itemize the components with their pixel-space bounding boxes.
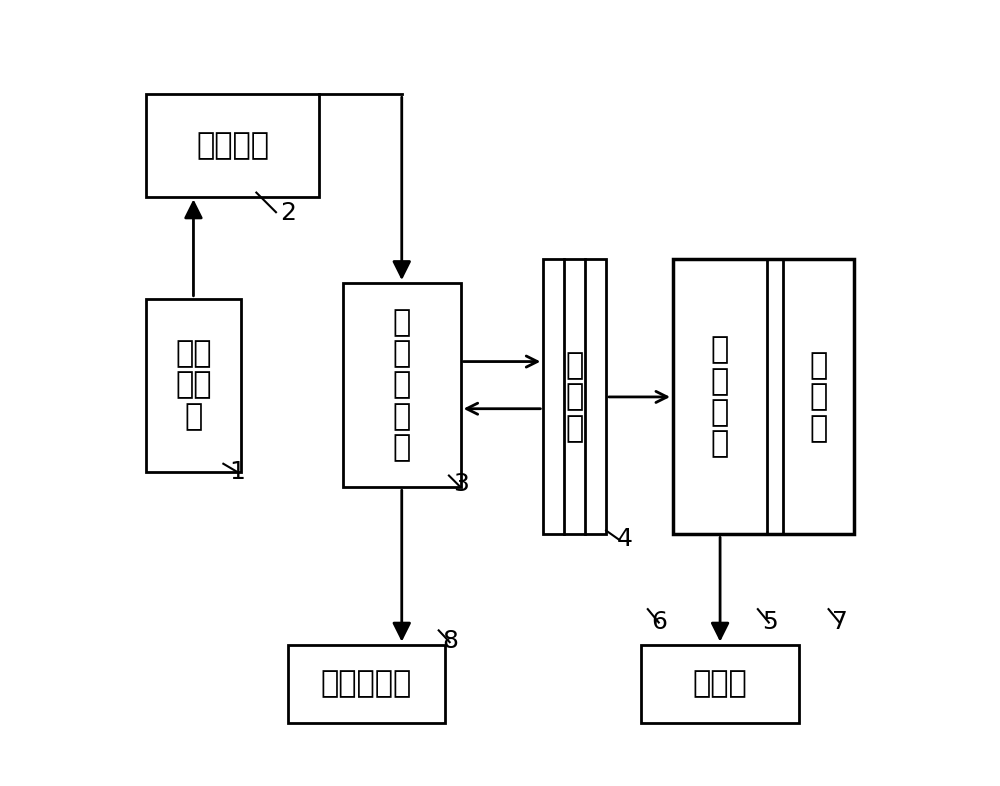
FancyBboxPatch shape [543,259,606,534]
Text: 蓄电池: 蓄电池 [693,670,747,698]
Text: 7: 7 [832,610,848,634]
Text: 废气收集箱: 废气收集箱 [321,670,412,698]
Text: 光
伏
电
池: 光 伏 电 池 [711,336,729,458]
FancyBboxPatch shape [288,645,445,723]
Text: 散
热
器: 散 热 器 [809,351,827,443]
Text: 6: 6 [652,610,668,634]
FancyBboxPatch shape [641,645,799,723]
Text: 2: 2 [280,201,296,225]
Text: 选
择
辐
射
器: 选 择 辐 射 器 [393,308,411,462]
Text: 滤
波
器: 滤 波 器 [566,351,584,443]
FancyBboxPatch shape [146,94,319,196]
Text: 5: 5 [762,610,777,634]
FancyBboxPatch shape [673,259,767,534]
Text: 8: 8 [443,630,459,653]
Text: 1: 1 [229,461,245,484]
Text: 3: 3 [453,472,469,496]
FancyBboxPatch shape [343,283,461,487]
FancyBboxPatch shape [783,259,854,534]
FancyBboxPatch shape [146,299,241,472]
Text: 4: 4 [616,527,632,551]
Text: 尾气通道: 尾气通道 [196,131,269,160]
Text: 汽车
发动
机: 汽车 发动 机 [175,340,212,431]
